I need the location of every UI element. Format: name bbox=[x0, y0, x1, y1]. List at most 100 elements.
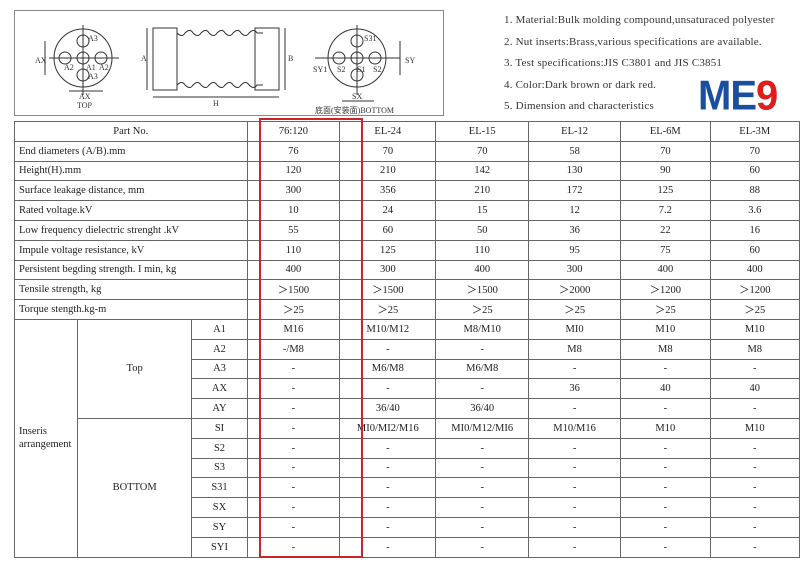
table-cell: - bbox=[339, 536, 437, 558]
note: 3. Test specifications:JIS C3801 and JIS… bbox=[504, 57, 723, 70]
mark-sx: SX bbox=[352, 92, 362, 101]
table-cell: - bbox=[435, 536, 530, 558]
table-cell: - bbox=[435, 378, 530, 400]
table-cell: - bbox=[709, 477, 800, 499]
note: 4. Color:Dark brown or dark red. bbox=[504, 78, 657, 91]
row-label: AY bbox=[191, 398, 248, 419]
table-cell: 40 bbox=[709, 378, 800, 400]
table-row: Impule voltage resistance, kV 110 125 110 95… bbox=[14, 239, 800, 261]
table-cell: M6/M8 bbox=[435, 358, 530, 380]
table-row: Persistent begding strength. I min, kg 40… bbox=[14, 259, 800, 281]
table-cell: M10/M16 bbox=[528, 417, 622, 439]
note: 2. Nut inserts:Brass,various specificati… bbox=[504, 35, 762, 48]
table-cell: 3.6 bbox=[709, 200, 800, 221]
table-cell: M10 bbox=[709, 318, 800, 340]
table-row: AY -36/40 36/40- - - bbox=[15, 398, 800, 419]
table-cell: 130 bbox=[528, 160, 622, 182]
table-cell: 70 bbox=[709, 140, 800, 162]
row-label: Tensile strength, kg bbox=[14, 279, 248, 301]
table-cell: 400 bbox=[709, 259, 800, 281]
table-cell: ＞2000 bbox=[528, 279, 622, 301]
table-cell: - bbox=[435, 516, 530, 538]
table-cell: 36 bbox=[528, 219, 622, 241]
table-row: Part No. 76:120 EL-24 EL-15 EL-12 EL-6M EL-3M bbox=[14, 121, 800, 142]
table-cell: M8/M10 bbox=[435, 318, 530, 340]
row-label: SY bbox=[191, 516, 248, 538]
table-cell: ＞1200 bbox=[620, 279, 711, 301]
table-cell: - bbox=[620, 516, 711, 538]
row-label: Height(H).mm bbox=[14, 160, 248, 182]
table-cell: 210 bbox=[435, 180, 530, 202]
notes-list: 1. Material:Bulk molding compound,unsatu… bbox=[504, 10, 775, 118]
mark-h: H bbox=[213, 99, 219, 108]
table-cell: - bbox=[435, 457, 530, 479]
row-label: S31 bbox=[191, 477, 248, 499]
table-cell: 36 bbox=[528, 378, 622, 400]
table-cell: - bbox=[620, 437, 711, 459]
row-label: Rated voltage.kV bbox=[14, 200, 248, 221]
table-cell: M8 bbox=[528, 338, 622, 360]
column-header: EL-12 bbox=[528, 121, 622, 142]
row-label: End diameters (A/B).mm bbox=[14, 140, 248, 162]
bottom-view bbox=[315, 25, 401, 102]
row-label: SYI bbox=[191, 536, 248, 558]
table-row: Inseris arrangement Top A1 M16 M10/M12 M8/M10… bbox=[14, 318, 800, 558]
mark-s2: S2 bbox=[373, 65, 381, 74]
table-cell: M8 bbox=[620, 338, 711, 360]
mark-s2: S2 bbox=[337, 65, 345, 74]
highlight-el-24 bbox=[259, 118, 363, 558]
table-cell: ＞25 bbox=[620, 299, 711, 320]
table-cell: MI0/M12/MI6 bbox=[435, 417, 530, 439]
table-cell: ＞25 bbox=[435, 299, 530, 320]
table-cell: 70 bbox=[620, 140, 711, 162]
table-cell: ＞25 bbox=[709, 299, 800, 320]
side-view bbox=[146, 27, 286, 98]
table-cell: 60 bbox=[709, 160, 800, 182]
table-row: Rated voltage.kV 10 24 15 12 7.2 3.6 bbox=[14, 200, 800, 221]
table-row: SY - - - - - - bbox=[15, 516, 800, 538]
table-row: BOTTOM SI - MI0/MI2/M16 MI0/M12/MI6 M10/M16 M1… bbox=[15, 417, 800, 558]
table-cell: - bbox=[528, 477, 622, 499]
table-cell: MI0 bbox=[528, 318, 622, 340]
table-cell: - bbox=[620, 358, 711, 380]
table-cell: - bbox=[620, 536, 711, 558]
column-header: EL-15 bbox=[435, 121, 530, 142]
table-cell: 7.2 bbox=[620, 200, 711, 221]
table-cell: 40 bbox=[620, 378, 711, 400]
table-cell: 50 bbox=[435, 219, 530, 241]
table-cell: ＞1500 bbox=[435, 279, 530, 301]
row-label: Surface leakage distance, mm bbox=[14, 180, 248, 202]
table-row: S3- - - - - - bbox=[15, 457, 800, 479]
row-label: AX bbox=[191, 378, 248, 400]
column-header: EL-3M bbox=[709, 121, 800, 142]
table-cell: 125 bbox=[620, 180, 711, 202]
table-cell: - bbox=[528, 536, 622, 558]
row-label: S2 bbox=[191, 437, 248, 459]
row-label: Impule voltage resistance, kV bbox=[14, 239, 248, 261]
table-cell: M10 bbox=[709, 417, 800, 439]
table-cell: M10 bbox=[620, 417, 711, 439]
table-cell: 60 bbox=[709, 239, 800, 261]
table-row: S2- - - - - - bbox=[15, 437, 800, 459]
table-cell: 300 bbox=[528, 259, 622, 281]
mark-s31: S31 bbox=[364, 34, 376, 43]
bottom-label: 底面(安装面)BOTTOM bbox=[315, 105, 394, 115]
table-cell: 75 bbox=[620, 239, 711, 261]
mark-a3: A3 bbox=[88, 34, 98, 43]
spec-table: Part No. 76:120 EL-24 EL-15 EL-12 EL-6M EL-3M E… bbox=[14, 121, 800, 558]
mark-a1: A1 bbox=[86, 63, 96, 72]
table-row: A3- M6/M8 M6/M8- - - bbox=[15, 358, 800, 380]
mark-sy: SY bbox=[405, 56, 415, 65]
table-cell: - bbox=[620, 457, 711, 479]
table-cell: 400 bbox=[435, 259, 530, 281]
table-cell: M10 bbox=[620, 318, 711, 340]
insulator-drawing: A3 A2 A1 A2 A3 AX AX TOP A B H S31 SY1 S… bbox=[35, 25, 415, 115]
top-label: TOP bbox=[77, 101, 93, 110]
table-cell: - bbox=[435, 497, 530, 518]
table-cell: - bbox=[435, 437, 530, 459]
mark-b: B bbox=[288, 54, 293, 63]
row-label: A1 bbox=[191, 318, 248, 340]
table-cell: ＞25 bbox=[528, 299, 622, 320]
row-label: A2 bbox=[191, 338, 248, 360]
table-cell: - bbox=[620, 477, 711, 499]
